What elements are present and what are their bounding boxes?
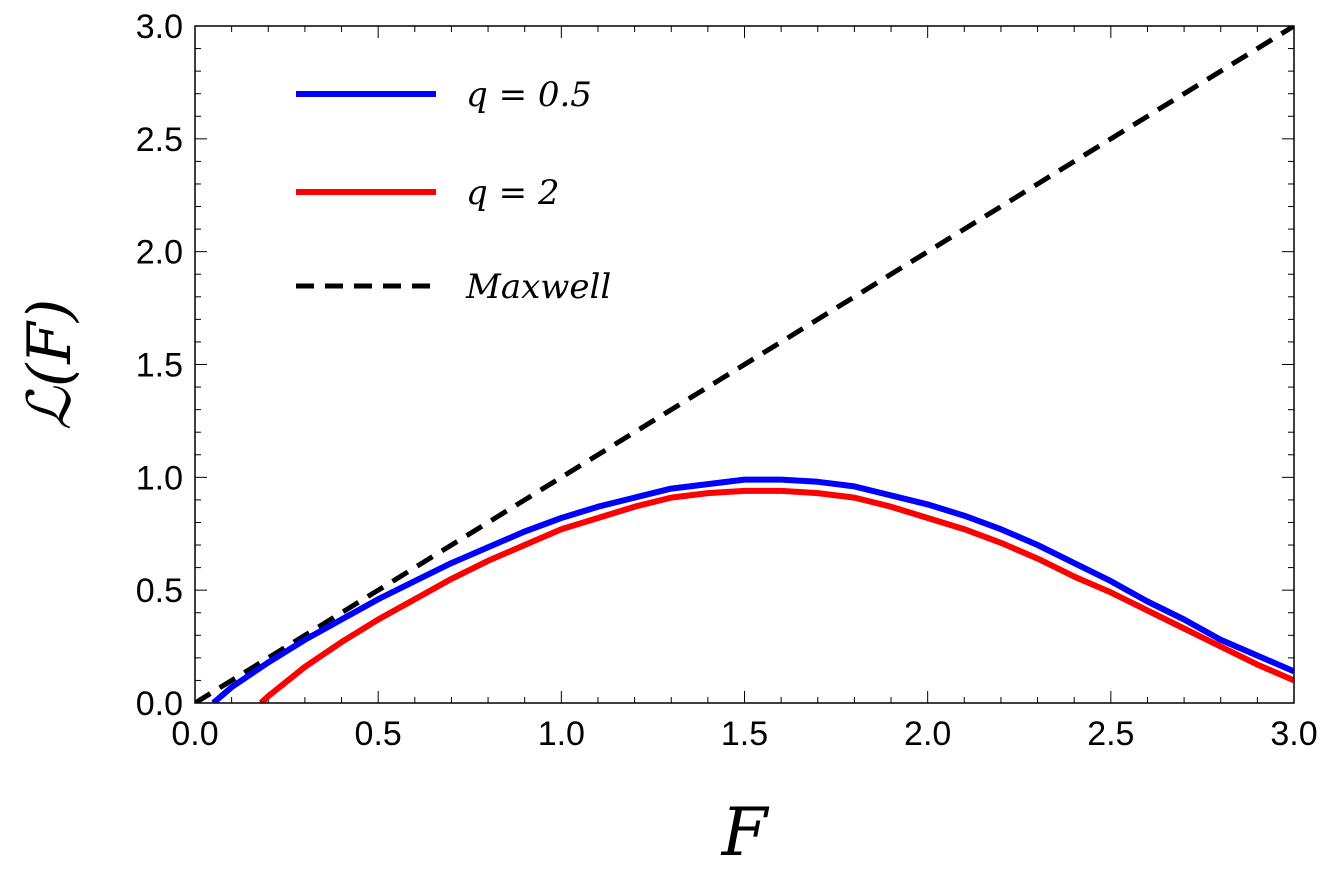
legend-label: q = 0.5	[466, 75, 592, 115]
x-tick-label: 1.0	[538, 715, 585, 753]
series-line-q-0-5	[211, 476, 1294, 703]
tick-labels: 0.0 0.5 1.0 1.5 2.0 2.5 3.0 0.0 0.5 1.0 1.5 2.0 2.5 3…	[136, 8, 1318, 753]
series-layer	[195, 26, 1294, 703]
x-tick-label: 2.0	[904, 715, 951, 753]
legend: q = 0.5 q = 2 Maxwell	[296, 75, 611, 307]
legend-label: q = 2	[466, 173, 560, 213]
y-tick-label: 0.5	[136, 572, 183, 610]
x-tick-label: 2.5	[1087, 715, 1134, 753]
series-line-maxwell	[195, 26, 1294, 703]
x-tick-label: 0.0	[171, 715, 218, 753]
x-tick-label: 0.5	[355, 715, 402, 753]
y-tick-label: 2.5	[136, 121, 183, 159]
y-tick-label: 0.0	[136, 685, 183, 723]
legend-label: Maxwell	[465, 267, 611, 307]
series-line-q-2	[258, 487, 1294, 703]
y-axis-label: ℒ(F)	[15, 299, 85, 431]
plot-frame	[194, 25, 1295, 704]
x-tick-label: 1.5	[721, 715, 768, 753]
y-tick-label: 1.0	[136, 459, 183, 497]
y-tick-label: 1.5	[136, 347, 183, 385]
y-tick-label: 3.0	[136, 8, 183, 46]
y-tick-label: 2.0	[136, 234, 183, 272]
x-axis-label: F	[721, 794, 770, 871]
x-tick-label: 3.0	[1270, 715, 1317, 753]
